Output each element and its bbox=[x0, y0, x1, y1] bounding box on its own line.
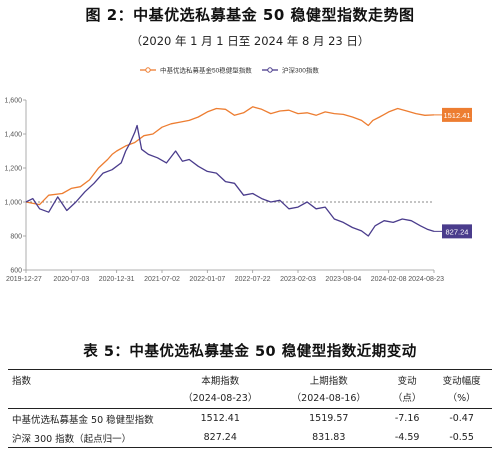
row-current: 1512.41 bbox=[200, 413, 240, 424]
header-change-pct: 变动幅度 bbox=[431, 369, 492, 387]
subheader-change-pct: （%） bbox=[431, 387, 492, 409]
row-name: 沪深 300 指数（起点归一） bbox=[8, 428, 166, 448]
header-previous: 上期指数 bbox=[274, 369, 384, 387]
row-change: -4.59 bbox=[383, 428, 432, 448]
end-label-1: 1512.41 bbox=[443, 111, 470, 120]
table-subheader-row: （2024-08-23） （2024-08-16） （点） （%） bbox=[8, 387, 492, 409]
table-header-row: 指数 本期指数 上期指数 变动 变动幅度 bbox=[8, 369, 492, 387]
legend-swatch-marker-1 bbox=[145, 67, 151, 73]
x-tick-label: 2023-02-03 bbox=[280, 276, 316, 283]
end-label-2: 827.24 bbox=[446, 227, 469, 236]
y-tick-label: 800 bbox=[10, 234, 22, 241]
y-tick-label: 1,600 bbox=[4, 98, 22, 105]
end-label-box-1 bbox=[442, 107, 472, 122]
x-tick-label: 2022-07-22 bbox=[235, 276, 271, 283]
row-change: -7.16 bbox=[394, 413, 420, 424]
row-change-pct: -0.55 bbox=[431, 428, 492, 448]
header-change: 变动 bbox=[383, 369, 432, 387]
row-name: 中基优选私募基金 50 稳健型指数 bbox=[12, 414, 154, 426]
figure-subtitle: （2020 年 1 月 1 日至 2024 年 8 月 23 日） bbox=[130, 34, 370, 48]
legend-label-2: 沪深300指数 bbox=[282, 66, 319, 75]
y-tick-label: 1,200 bbox=[4, 166, 22, 173]
subheader-change: （点） bbox=[383, 387, 432, 409]
x-tick-label: 2021-07-02 bbox=[144, 276, 180, 283]
series-line-1 bbox=[25, 106, 435, 206]
index-change-table: 指数 本期指数 上期指数 变动 变动幅度 （2024-08-23） （2024-… bbox=[8, 369, 492, 448]
end-label-box-2 bbox=[442, 224, 472, 239]
y-tick-label: 1,000 bbox=[4, 200, 22, 207]
x-tick-label: 2024-02-08 bbox=[371, 276, 407, 283]
row-previous: 1519.57 bbox=[309, 413, 349, 424]
index-line-chart: 600 800 1,000 1,200 1,400 1,600 2019-12-27 2020… bbox=[4, 66, 472, 283]
header-current: 本期指数 bbox=[166, 369, 275, 387]
row-previous: 831.83 bbox=[274, 428, 384, 448]
table-title: 表 5：中基优选私募基金 50 稳健型指数近期变动 bbox=[83, 344, 417, 360]
y-tick-label: 600 bbox=[10, 268, 22, 275]
y-tick-label: 1,400 bbox=[4, 132, 22, 139]
subheader-index bbox=[8, 387, 166, 409]
x-tick-label: 2022-01-07 bbox=[189, 276, 225, 283]
x-tick-label: 2020-12-31 bbox=[99, 276, 135, 283]
x-tick-label: 2019-12-27 bbox=[6, 276, 42, 283]
row-current: 827.24 bbox=[166, 428, 275, 448]
header-index: 指数 bbox=[8, 369, 166, 387]
x-tick-label: 2024-08-23 bbox=[408, 276, 444, 283]
legend-label-1: 中基优选私募基金50稳健型指数 bbox=[160, 66, 252, 75]
x-tick-label: 2023-08-04 bbox=[325, 276, 361, 283]
series-line-2 bbox=[25, 124, 435, 237]
table-row: 中基优选私募基金 50 稳健型指数 1512.41 1519.57 -7.16 … bbox=[8, 409, 492, 429]
legend-swatch-marker-2 bbox=[267, 67, 273, 73]
subheader-current: （2024-08-23） bbox=[166, 387, 275, 409]
table-row: 沪深 300 指数（起点归一） 827.24 831.83 -4.59 -0.5… bbox=[8, 428, 492, 448]
figure-title: 图 2：中基优选私募基金 50 稳健型指数走势图 bbox=[85, 6, 415, 24]
subheader-previous: （2024-08-16） bbox=[274, 387, 384, 409]
x-tick-label: 2020-07-03 bbox=[53, 276, 89, 283]
row-change-pct: -0.47 bbox=[449, 413, 474, 424]
